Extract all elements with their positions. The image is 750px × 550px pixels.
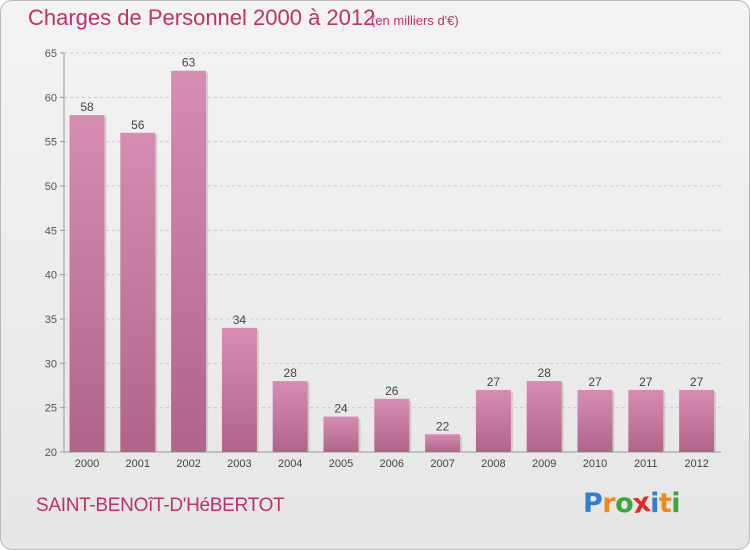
- bar: [221, 327, 257, 452]
- y-tick-label: 55: [45, 137, 57, 149]
- x-tick-label: 2007: [430, 458, 454, 470]
- bar: [374, 398, 410, 452]
- bar: [425, 434, 461, 452]
- bar: [69, 115, 105, 453]
- y-tick-label: 20: [45, 447, 57, 459]
- x-tick-label: 2000: [75, 458, 99, 470]
- x-tick-label: 2002: [176, 458, 200, 470]
- y-tick-label: 40: [45, 270, 57, 282]
- x-tick-label: 2012: [684, 458, 708, 470]
- commune-name: SAINT-BENOîT-D'HéBERTOT: [36, 495, 285, 516]
- bar-value-label: 22: [436, 419, 450, 433]
- bar-value-label: 63: [182, 56, 196, 70]
- logo-letter: t: [658, 488, 672, 519]
- x-tick-label: 2009: [532, 458, 556, 470]
- bar: [475, 389, 511, 452]
- y-tick-label: 65: [45, 48, 57, 60]
- proxiti-logo: Proxiti: [583, 486, 681, 521]
- logo-letter: x: [631, 486, 653, 521]
- x-tick-label: 2005: [329, 458, 353, 470]
- bar-value-label: 24: [334, 402, 348, 416]
- x-tick-label: 2001: [126, 458, 150, 470]
- x-tick-label: 2008: [481, 458, 505, 470]
- logo-letter: P: [583, 488, 603, 519]
- bar-value-label: 34: [233, 313, 247, 327]
- x-tick-label: 2004: [278, 458, 302, 470]
- y-tick-label: 50: [45, 181, 57, 193]
- bar: [323, 416, 359, 452]
- bar: [679, 389, 715, 452]
- y-tick-label: 45: [45, 225, 57, 237]
- y-tick-label: 30: [45, 358, 57, 370]
- bar-value-label: 58: [80, 100, 94, 114]
- bar-value-label: 27: [639, 375, 653, 389]
- bar-value-label: 27: [588, 375, 602, 389]
- logo-letter: r: [602, 488, 616, 519]
- y-tick-label: 25: [45, 403, 57, 415]
- x-tick-label: 2003: [227, 458, 251, 470]
- bar: [272, 381, 308, 452]
- bar: [526, 381, 562, 452]
- x-tick-label: 2011: [634, 458, 658, 470]
- bar-value-label: 27: [690, 375, 704, 389]
- bar-value-label: 56: [131, 118, 145, 132]
- bar: [577, 389, 613, 452]
- bar-value-label: 28: [284, 366, 298, 380]
- bar: [171, 70, 207, 452]
- x-tick-label: 2006: [380, 458, 404, 470]
- logo-letter: i: [671, 488, 681, 519]
- chart-subtitle: (en milliers d'€): [371, 13, 459, 28]
- logo-letter: o: [615, 488, 634, 519]
- bar-value-label: 27: [487, 375, 501, 389]
- bar: [628, 389, 664, 452]
- bar: [120, 132, 156, 453]
- x-tick-label: 2010: [583, 458, 607, 470]
- bar-value-label: 26: [385, 384, 399, 398]
- y-tick-label: 35: [45, 314, 57, 326]
- chart-title: Charges de Personnel 2000 à 2012: [28, 5, 376, 30]
- y-tick-label: 60: [45, 92, 57, 104]
- logo-letter: i: [650, 488, 659, 519]
- bar-value-label: 28: [538, 366, 552, 380]
